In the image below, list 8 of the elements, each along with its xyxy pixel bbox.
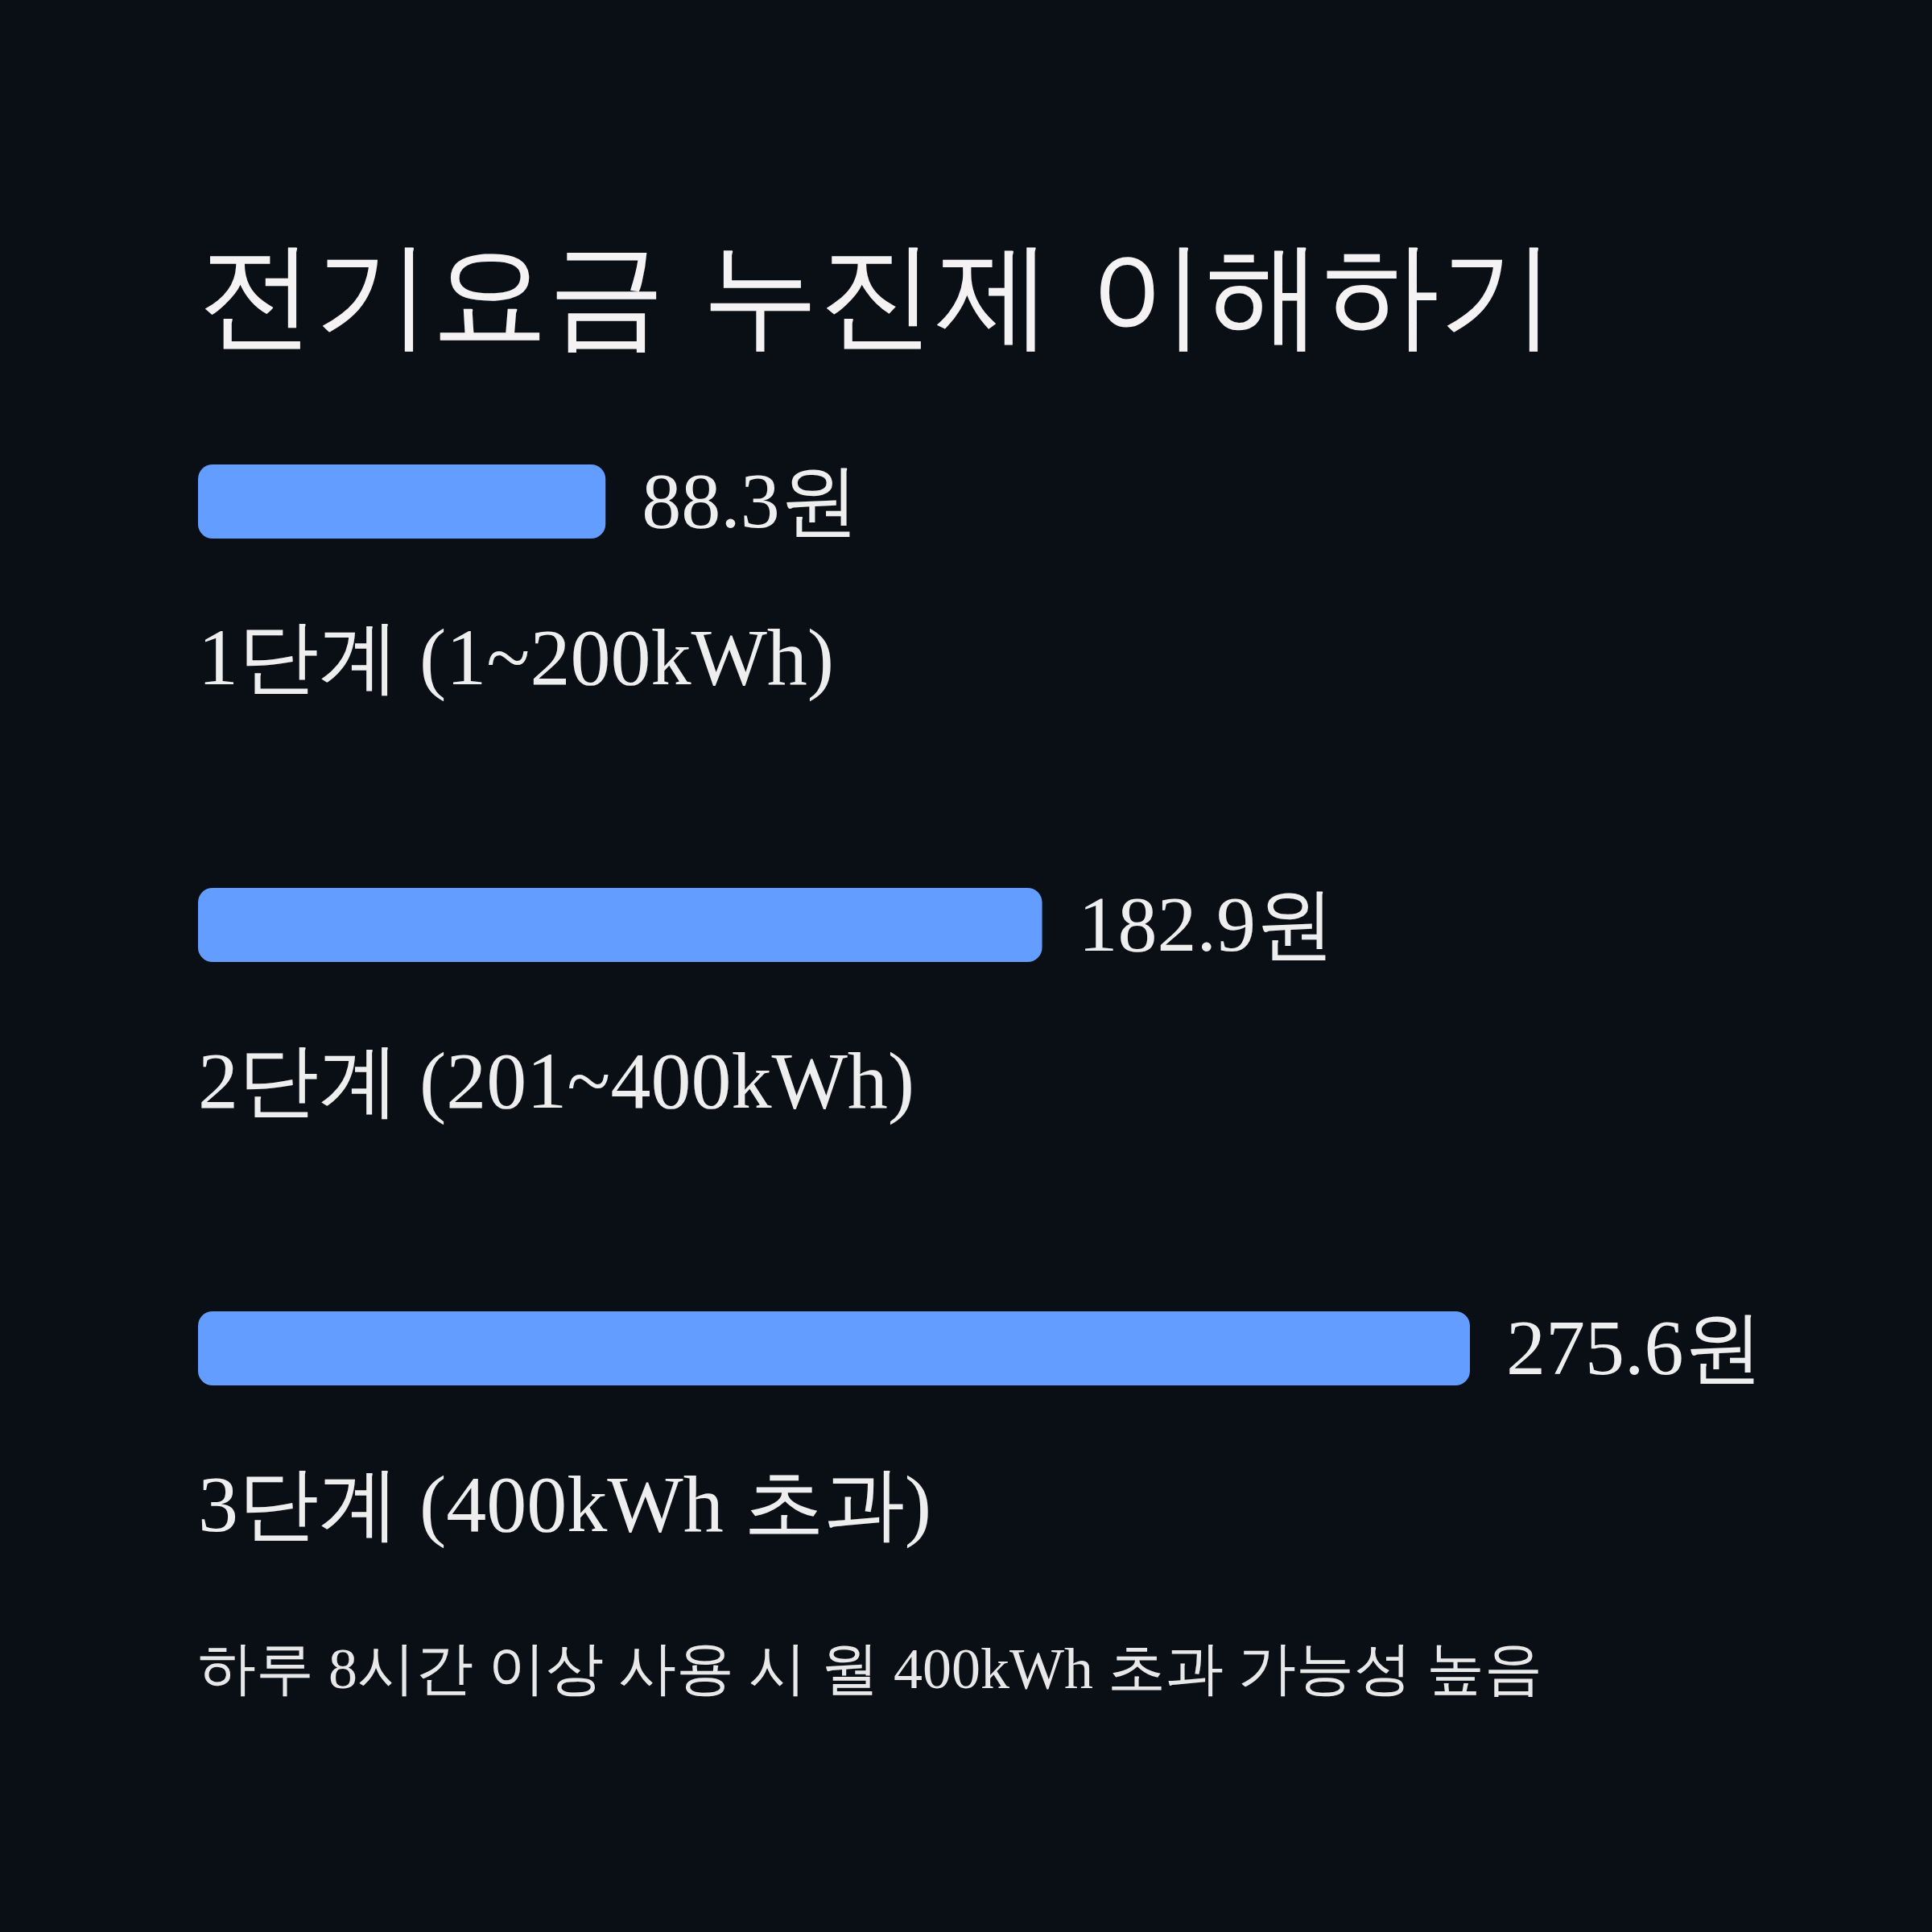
y-tick-label: 3단계 (400kWh 초과): [198, 1459, 931, 1549]
data-label: 88.3원: [642, 457, 859, 544]
y-tick-label: 1단계 (1~200kWh): [198, 613, 835, 702]
annotation: 하루 8시간 이상 사용 시 월 400kWh 초과 가능성 높음: [198, 1637, 1542, 1701]
data-label: 275.6원: [1506, 1304, 1763, 1391]
y-tick-label: 2단계 (201~400kWh): [198, 1036, 915, 1125]
chart-title: 전기요금 누진제 이해하기: [198, 226, 1557, 362]
data-label: 182.9원: [1078, 881, 1335, 968]
